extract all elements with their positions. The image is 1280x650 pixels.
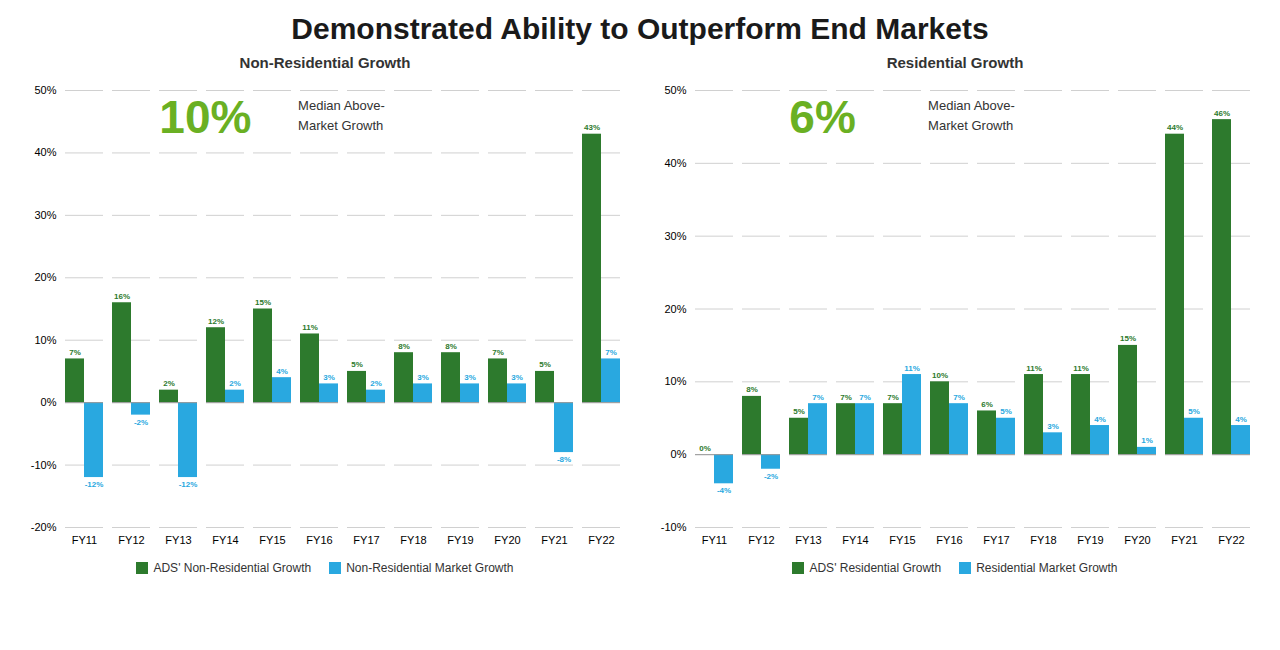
svg-text:7%: 7% [887,393,899,402]
svg-text:0%: 0% [671,448,687,460]
html-text:Non-Residential Market Growth: Non-Residential Market Growth [346,561,514,575]
svg-text:4%: 4% [276,367,288,376]
svg-text:FY14: FY14 [212,534,238,546]
svg-text:40%: 40% [34,146,56,158]
svg-text:7%: 7% [840,393,852,402]
html-text:Median Above- Market Growth: Median Above- Market Growth [298,98,385,133]
html-text:Non-Residential Growth: Non-Residential Growth [239,54,411,71]
svg-text:11%: 11% [904,364,920,373]
svg-text:8%: 8% [746,385,758,394]
svg-text:-12%: -12% [85,480,104,489]
svg-text:10%: 10% [34,334,56,346]
svg-text:12%: 12% [208,317,224,326]
html-text:Residential Growth: Residential Growth [886,54,1024,71]
svg-text:FY22: FY22 [588,534,614,546]
svg-text:-2%: -2% [134,418,148,427]
svg-text:3%: 3% [464,373,476,382]
svg-text:FY16: FY16 [936,534,962,546]
svg-text:50%: 50% [664,84,686,96]
svg-text:3%: 3% [1047,422,1059,431]
svg-text:16%: 16% [114,292,130,301]
svg-text:20%: 20% [664,303,686,315]
html-text:6%: 6% [789,91,856,143]
svg-text:-4%: -4% [717,486,731,495]
svg-text:FY16: FY16 [306,534,332,546]
svg-text:11%: 11% [1073,364,1089,373]
svg-text:43%: 43% [584,123,600,132]
svg-text:FY22: FY22 [1218,534,1244,546]
svg-text:-10%: -10% [661,521,687,533]
html-text:Demonstrated Ability to Outper: Demonstrated Ability to Outperform End M… [291,12,989,45]
svg-text:3%: 3% [511,373,523,382]
svg-text:5%: 5% [539,360,551,369]
svg-text:46%: 46% [1214,109,1230,118]
svg-text:FY11: FY11 [702,534,727,546]
svg-text:6%: 6% [981,400,993,409]
svg-text:FY15: FY15 [259,534,285,546]
svg-text:FY15: FY15 [889,534,915,546]
svg-text:FY20: FY20 [1124,534,1150,546]
svg-text:FY13: FY13 [165,534,191,546]
svg-text:30%: 30% [664,230,686,242]
svg-text:10%: 10% [664,375,686,387]
svg-text:FY19: FY19 [1077,534,1103,546]
html-text:ADS' Residential Growth: ADS' Residential Growth [809,561,942,575]
svg-text:8%: 8% [445,342,457,351]
svg-text:FY20: FY20 [494,534,520,546]
svg-text:FY12: FY12 [748,534,774,546]
svg-text:7%: 7% [859,393,871,402]
svg-text:5%: 5% [351,360,363,369]
svg-text:20%: 20% [34,271,56,283]
svg-text:8%: 8% [398,342,410,351]
svg-text:FY21: FY21 [541,534,567,546]
svg-text:0%: 0% [699,444,711,453]
svg-text:50%: 50% [34,84,56,96]
svg-text:-20%: -20% [31,521,57,533]
svg-text:2%: 2% [163,379,175,388]
svg-text:FY11: FY11 [72,534,97,546]
svg-text:1%: 1% [1141,436,1153,445]
html-text:Median Above- Market Growth: Median Above- Market Growth [928,98,1015,133]
svg-text:3%: 3% [417,373,429,382]
svg-text:-2%: -2% [764,472,778,481]
svg-text:11%: 11% [302,323,318,332]
html-text:10%: 10% [159,91,252,143]
svg-text:5%: 5% [1000,407,1012,416]
svg-text:40%: 40% [664,157,686,169]
svg-text:30%: 30% [34,209,56,221]
svg-text:5%: 5% [793,407,805,416]
svg-text:FY13: FY13 [795,534,821,546]
svg-text:FY18: FY18 [400,534,426,546]
svg-text:FY19: FY19 [447,534,473,546]
svg-text:3%: 3% [323,373,335,382]
svg-text:4%: 4% [1094,415,1106,424]
svg-text:5%: 5% [1188,407,1200,416]
svg-text:15%: 15% [255,298,271,307]
svg-text:FY18: FY18 [1030,534,1056,546]
svg-text:10%: 10% [932,371,948,380]
svg-text:7%: 7% [492,348,504,357]
svg-text:7%: 7% [953,393,965,402]
svg-text:-12%: -12% [179,480,198,489]
svg-text:44%: 44% [1167,123,1183,132]
svg-text:7%: 7% [812,393,824,402]
html-text:Residential Market Growth: Residential Market Growth [976,561,1118,575]
svg-text:FY17: FY17 [983,534,1009,546]
svg-text:2%: 2% [229,379,241,388]
svg-text:-8%: -8% [557,455,571,464]
svg-text:FY12: FY12 [118,534,144,546]
svg-text:7%: 7% [69,348,81,357]
svg-text:0%: 0% [41,396,57,408]
svg-text:2%: 2% [370,379,382,388]
html-text:ADS' Non-Residential Growth: ADS' Non-Residential Growth [153,561,312,575]
svg-text:11%: 11% [1026,364,1042,373]
svg-text:15%: 15% [1120,334,1136,343]
svg-text:FY17: FY17 [353,534,379,546]
svg-text:4%: 4% [1235,415,1247,424]
svg-text:FY21: FY21 [1171,534,1197,546]
svg-text:-10%: -10% [31,459,57,471]
svg-text:FY14: FY14 [842,534,868,546]
svg-text:7%: 7% [605,348,617,357]
